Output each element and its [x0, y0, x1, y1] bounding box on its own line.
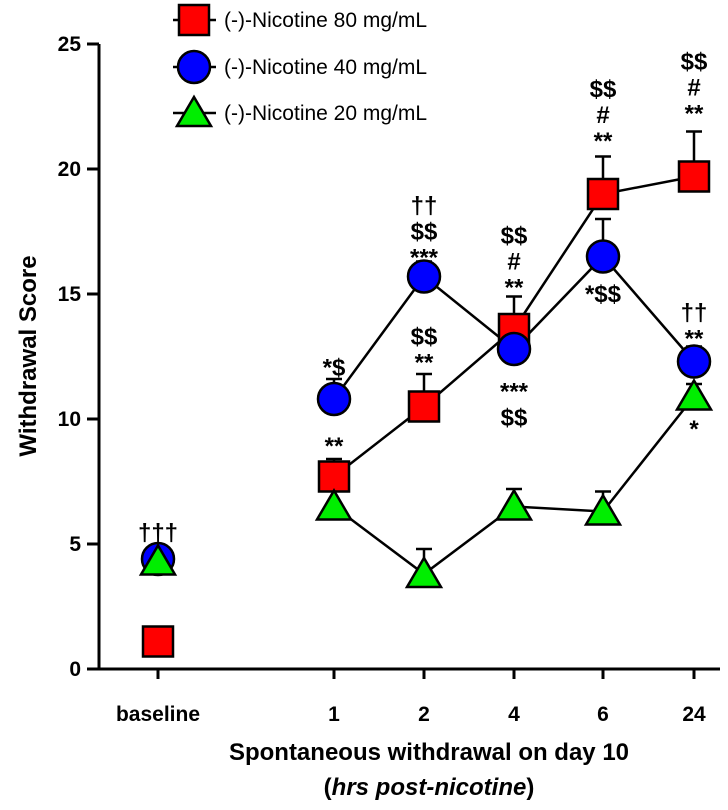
- nicotine-20-mg-ml-point: [404, 555, 444, 589]
- annotation-text: ***: [500, 379, 529, 406]
- significance-annotation: †††: [138, 519, 178, 546]
- legend-item: (-)-Nicotine 80 mg/mL: [173, 3, 427, 37]
- annotation-text: *$$: [585, 281, 622, 308]
- significance-annotation: $$**: [411, 323, 438, 376]
- x-tick-label: 24: [682, 703, 706, 726]
- nicotine-80-mg-ml-point: [586, 177, 620, 211]
- legend-label: (-)-Nicotine 40 mg/mL: [224, 56, 427, 79]
- annotation-text: **: [415, 349, 434, 376]
- significance-annotation: ††$$***: [410, 192, 439, 271]
- nicotine-20-mg-ml-point: [138, 543, 178, 576]
- nicotine-40-mg-ml-point: [316, 381, 352, 417]
- nicotine-20-mg-ml-point: [674, 378, 714, 411]
- annotation-text: #: [507, 248, 520, 275]
- annotation-layer: †††*$**††$$***$$**$$#*****$$$$#***$$$$#*…: [138, 49, 708, 547]
- x-tick-label: 2: [418, 703, 430, 726]
- nicotine-20-mg-ml-point: [314, 488, 354, 521]
- annotation-text: $$: [501, 405, 528, 432]
- legend-label: (-)-Nicotine 20 mg/mL: [224, 102, 427, 125]
- legend-marker: [176, 49, 212, 85]
- annotation-text: #: [687, 75, 700, 102]
- legend-marker: [177, 3, 211, 37]
- annotation-text: †††: [138, 519, 178, 546]
- legend-item: (-)-Nicotine 40 mg/mL: [173, 49, 427, 85]
- y-tick-label: 20: [58, 158, 81, 181]
- significance-annotation: ††**: [681, 300, 708, 353]
- significance-annotation: *: [689, 416, 699, 443]
- nicotine-20-mg-ml-point: [583, 493, 623, 526]
- legend-label: (-)-Nicotine 80 mg/mL: [224, 9, 427, 32]
- nicotine-80-mg-ml-point: [407, 390, 441, 423]
- data-points: [138, 160, 714, 658]
- annotation-text: ***: [410, 244, 439, 271]
- significance-annotation: $$#**: [681, 49, 708, 128]
- nicotine-40-mg-ml-point: [676, 344, 712, 379]
- y-tick-label: 10: [58, 408, 81, 431]
- legend-item: (-)-Nicotine 20 mg/mL: [173, 94, 427, 128]
- legend: (-)-Nicotine 80 mg/mL (-)-Nicotine 40 mg/…: [173, 3, 427, 128]
- nicotine-80-mg-ml-point: [317, 460, 351, 493]
- annotation-text: #: [596, 102, 609, 129]
- y-tick-label: 25: [58, 33, 82, 56]
- annotation-text: $$: [590, 76, 617, 103]
- annotation-text: *: [689, 416, 699, 443]
- series-layer: [138, 130, 714, 658]
- x-tick-label: 1: [328, 703, 340, 726]
- annotation-text: $$: [501, 222, 528, 249]
- annotation-text: *$: [323, 354, 346, 381]
- x-tick-label: 4: [508, 703, 520, 726]
- significance-annotation: $$#**: [501, 222, 528, 301]
- y-tick-label: 5: [69, 533, 81, 556]
- significance-annotation: *$$: [585, 281, 622, 308]
- annotation-text: **: [505, 274, 524, 301]
- annotation-text: **: [325, 433, 344, 460]
- nicotine-40-mg-ml-point: [496, 331, 532, 367]
- y-tick-label: 15: [58, 283, 82, 306]
- y-tick-label: 0: [69, 658, 81, 681]
- nicotine-80-mg-ml-point: [677, 160, 711, 193]
- x-axis-title: Spontaneous withdrawal on day 10: [229, 739, 629, 766]
- legend-marker: [174, 94, 214, 128]
- annotation-text: **: [685, 101, 704, 128]
- nicotine-40-mg-ml-point: [585, 239, 621, 274]
- annotation-text: $$: [681, 49, 708, 76]
- significance-annotation: *$: [323, 354, 346, 381]
- annotation-text: **: [685, 326, 704, 353]
- significance-annotation: $$#**: [590, 76, 617, 155]
- annotation-text: $$: [411, 323, 438, 350]
- nicotine-20-mg-ml-point: [494, 488, 534, 521]
- x-tick-label: baseline: [116, 703, 200, 726]
- nicotine-40-mg-ml-point: [406, 259, 442, 294]
- x-axis-subtitle: (hrs post-nicotine): [324, 774, 535, 801]
- y-axis-title: Withdrawal Score: [15, 255, 42, 456]
- significance-annotation: **: [325, 433, 344, 460]
- significance-annotation: ***$$: [500, 379, 529, 432]
- annotation-text: $$: [411, 218, 438, 245]
- annotation-text: ††: [411, 192, 438, 219]
- annotation-text: **: [594, 128, 613, 155]
- nicotine-80-mg-ml-point: [141, 625, 175, 658]
- x-tick-label: 6: [597, 703, 609, 726]
- annotation-text: ††: [681, 300, 708, 327]
